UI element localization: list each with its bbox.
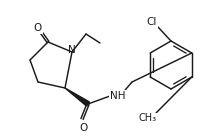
- Text: NH: NH: [110, 91, 125, 101]
- Text: CH₃: CH₃: [139, 113, 157, 123]
- Polygon shape: [65, 88, 89, 106]
- Text: Cl: Cl: [147, 17, 157, 27]
- Text: O: O: [79, 123, 87, 133]
- Text: O: O: [34, 23, 42, 33]
- Text: N: N: [68, 45, 76, 55]
